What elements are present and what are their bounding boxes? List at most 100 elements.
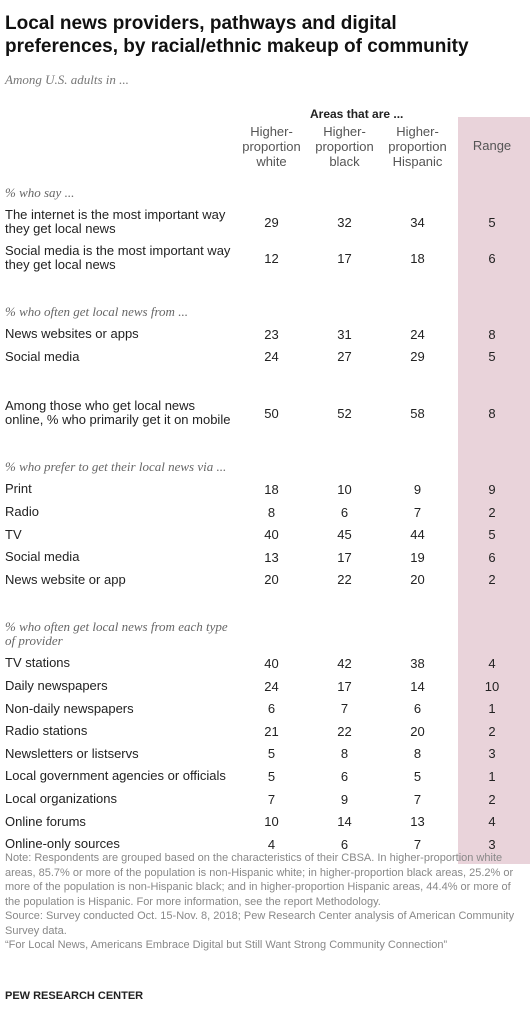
range-value: 5 (488, 214, 496, 230)
cell-value: 34 (410, 214, 425, 230)
cell-value: 7 (267, 791, 276, 807)
row-label: TV (5, 526, 22, 542)
cell-value: 44 (410, 527, 425, 543)
row-label: Social media (5, 549, 80, 565)
row-label: Non-daily newspapers (5, 700, 134, 716)
section-heading: % who often get local news from each typ… (5, 619, 228, 649)
cell-value: 21 (264, 723, 279, 739)
range-value: 2 (488, 572, 496, 588)
cell-value: 6 (340, 768, 349, 784)
cell-value: 13 (410, 814, 425, 830)
cell-value: 22 (337, 572, 352, 588)
table-row: Among those who get local news online, %… (5, 395, 531, 431)
table-row: Social media 24 27 29 5 (5, 346, 531, 369)
cell-value: 14 (337, 814, 352, 830)
section: % who say ... The internet is the most im… (5, 186, 531, 276)
cell-value: 7 (413, 791, 422, 807)
range-value: 9 (488, 481, 496, 497)
cell-value: 6 (340, 504, 349, 520)
table-row: Online forums 10 14 13 4 (5, 810, 531, 833)
cell-value: 5 (413, 768, 422, 784)
title: Local news providers, pathways and digit… (5, 13, 469, 57)
row-label: Local government agencies or officials (5, 768, 226, 784)
range-value: 8 (488, 405, 496, 421)
cell-value: 31 (337, 326, 352, 342)
source: Source: Survey conducted Oct. 15-Nov. 8,… (5, 910, 515, 937)
section: % who often get local news from each typ… (5, 620, 531, 855)
row-label: Radio stations (5, 723, 88, 739)
table-row: News website or app 20 22 20 2 (5, 569, 531, 592)
cell-value: 24 (264, 678, 279, 694)
cell-value: 19 (410, 549, 425, 565)
range-header: Range (472, 138, 512, 153)
cell-value: 18 (264, 481, 279, 497)
cell-value: 32 (337, 214, 352, 230)
cell-value: 4 (267, 836, 276, 852)
range-value: 5 (488, 349, 496, 365)
table-row: Radio 8 6 7 2 (5, 501, 531, 524)
cell-value: 17 (337, 549, 352, 565)
cell-value: 17 (337, 250, 352, 266)
cell-value: 7 (340, 701, 349, 717)
table: Areas that are ... Higher-proportion whi… (5, 107, 531, 864)
cell-value: 24 (410, 326, 425, 342)
section: Among those who get local news online, %… (5, 395, 531, 431)
range-value: 6 (488, 250, 496, 266)
range-value: 5 (488, 527, 496, 543)
note: Note: Respondents are grouped based on t… (5, 852, 514, 908)
row-label: Daily newspapers (5, 678, 108, 694)
report-title: “For Local News, Americans Embrace Digit… (5, 939, 448, 951)
range-value: 8 (488, 326, 496, 342)
table-row: Social media 13 17 19 6 (5, 546, 531, 569)
cell-value: 9 (413, 481, 422, 497)
range-value: 4 (488, 655, 496, 671)
row-label: Local organizations (5, 791, 118, 807)
table-row: News websites or apps 23 31 24 8 (5, 323, 531, 346)
section: % who prefer to get their local news via… (5, 460, 531, 591)
footer: PEW RESEARCH CENTER (5, 990, 144, 1002)
row-label: Online forums (5, 813, 86, 829)
column-header: Higher-proportion black (315, 124, 374, 169)
cell-value: 8 (267, 504, 276, 520)
cell-value: 42 (337, 655, 352, 671)
range-value: 4 (488, 814, 496, 830)
row-label: Online-only sources (5, 836, 120, 852)
cell-value: 45 (337, 527, 352, 543)
cell-value: 40 (264, 655, 279, 671)
spacer (5, 124, 235, 169)
cell-value: 27 (337, 349, 352, 365)
table-row: TV 40 45 44 5 (5, 523, 531, 546)
cell-value: 10 (337, 481, 352, 497)
table-row: Print 18 10 9 9 (5, 478, 531, 501)
range-value: 2 (488, 723, 496, 739)
cell-value: 5 (267, 746, 276, 762)
column-headers: Higher-proportion white Higher-proportion… (5, 124, 531, 169)
table-row: Radio stations 21 22 20 2 (5, 720, 531, 743)
cell-value: 7 (413, 504, 422, 520)
notes: Note: Respondents are grouped based on t… (5, 851, 520, 953)
row-label: Social media is the most important way t… (5, 243, 231, 272)
table-row: TV stations 40 42 38 4 (5, 652, 531, 675)
table-row: Local organizations 7 9 7 2 (5, 788, 531, 811)
cell-value: 38 (410, 655, 425, 671)
range-band (458, 117, 530, 864)
row-label: Newsletters or listservs (5, 745, 139, 761)
cell-value: 14 (410, 678, 425, 694)
table-row: Local government agencies or officials 5 6… (5, 765, 531, 788)
cell-value: 13 (264, 549, 279, 565)
row-label: Social media (5, 348, 80, 364)
table-row: Newsletters or listservs 5 8 8 3 (5, 743, 531, 766)
row-label: Print (5, 481, 32, 497)
cell-value: 12 (264, 250, 279, 266)
cell-value: 9 (340, 791, 349, 807)
cell-value: 24 (264, 349, 279, 365)
subtitle: Among U.S. adults in ... (5, 72, 129, 87)
range-value: 1 (488, 701, 496, 717)
range-value: 2 (488, 504, 496, 520)
cell-value: 6 (340, 836, 349, 852)
cell-value: 6 (267, 701, 276, 717)
cell-value: 20 (410, 572, 425, 588)
row-label: The internet is the most important way t… (5, 207, 226, 236)
section-heading: % who prefer to get their local news via… (5, 459, 227, 475)
row-label: News websites or apps (5, 326, 139, 342)
